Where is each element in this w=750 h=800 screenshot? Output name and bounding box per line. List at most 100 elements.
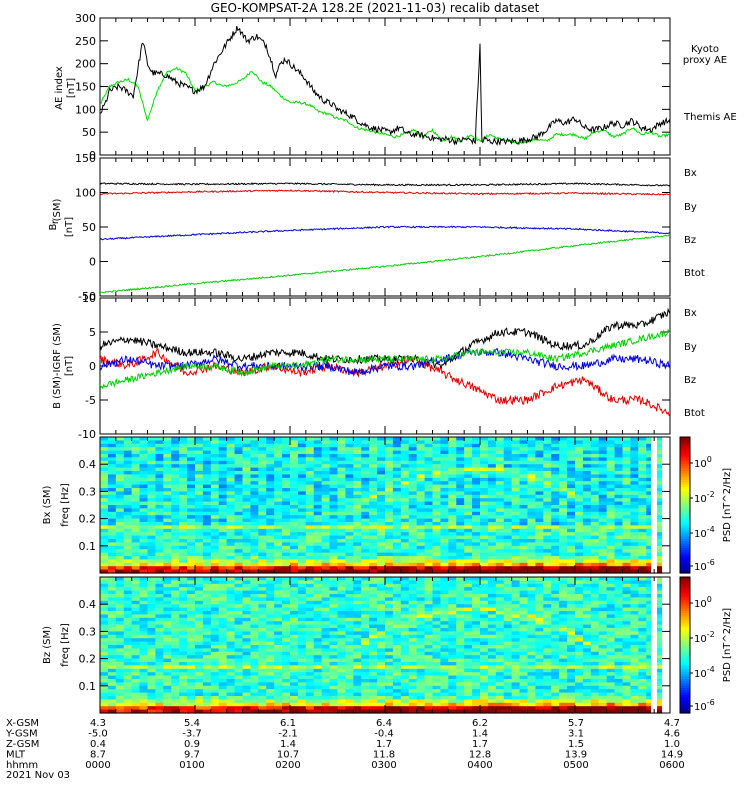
spectrogram-cell — [416, 447, 426, 452]
spectrogram-cell — [392, 477, 402, 482]
spectrogram-cell — [218, 672, 228, 677]
spectrogram-cell — [100, 641, 109, 646]
spectrogram-cell — [575, 569, 584, 574]
spectrogram-cell — [163, 645, 172, 649]
spectrogram-cell — [392, 484, 402, 489]
spectrogram-cell — [107, 696, 117, 700]
spectrogram-cell — [400, 522, 410, 526]
spectrogram-cell — [139, 655, 149, 660]
spectrogram-cell — [179, 638, 188, 643]
spectrogram-cell — [630, 535, 639, 540]
spectrogram-cell — [100, 450, 109, 455]
spectrogram-cell — [274, 454, 283, 458]
spectrogram-cell — [511, 440, 521, 445]
spectrogram-cell — [551, 488, 560, 492]
spectrogram-cell — [187, 587, 196, 592]
spectrogram-cell — [155, 467, 164, 472]
legend-kyoto-line1: Kyoto — [691, 44, 719, 55]
spectrogram-cell — [258, 621, 267, 626]
spectrogram-cell — [305, 583, 315, 588]
spectrogram-cell — [187, 617, 196, 622]
spectrogram-cell — [575, 437, 584, 441]
spectrogram-cell — [179, 658, 188, 663]
spectrogram-cell — [424, 518, 434, 523]
spectrogram-cell — [305, 545, 315, 550]
spectrogram-cell — [392, 665, 402, 670]
spectrogram-cell — [575, 440, 584, 445]
spectrogram-cell — [242, 460, 252, 465]
spectrogram-cell — [416, 528, 426, 533]
colorbar-cell — [680, 491, 690, 495]
spectrogram-cell — [345, 672, 354, 677]
spectrogram-cell — [392, 474, 402, 479]
spectrogram-cell — [147, 611, 157, 615]
spectrogram-cell — [329, 668, 339, 673]
spectrogram-cell — [369, 662, 378, 666]
spectrogram-cell — [131, 607, 141, 612]
spectrogram-cell — [440, 447, 449, 452]
spectrogram-cell — [487, 501, 497, 506]
spectrogram-cell — [115, 491, 125, 496]
spectrogram-cell — [416, 614, 426, 619]
spectrogram-cell — [416, 580, 426, 585]
spectrogram-cell — [353, 457, 362, 462]
spectrogram-cell — [321, 668, 331, 673]
spectrogram-cell — [424, 481, 434, 486]
spectrogram-cell — [400, 648, 410, 653]
spectrogram-cell — [171, 440, 180, 445]
spectrogram-cell — [171, 587, 180, 592]
colorbar-cell — [680, 566, 690, 570]
spectrogram-cell — [226, 668, 236, 673]
spectrogram-cell — [646, 501, 655, 506]
spectrogram-cell — [432, 484, 442, 489]
spectrogram-cell — [662, 464, 671, 469]
spectrogram-cell — [131, 651, 141, 656]
spectrogram-cell — [147, 607, 157, 612]
spectrogram-cell — [242, 481, 252, 486]
spectrogram-cell — [313, 709, 323, 714]
spectrogram-cell — [567, 518, 576, 523]
spectrogram-cell — [353, 477, 362, 482]
spectrogram-cell — [115, 604, 125, 609]
spectrogram-cell — [456, 491, 465, 496]
spectrogram-cell — [440, 505, 449, 509]
spectrogram-cell — [187, 522, 196, 526]
spectrogram-cell — [345, 464, 354, 469]
spectrogram-cell — [392, 450, 402, 455]
spectrogram-cell — [329, 511, 339, 516]
spectrogram-cell — [511, 518, 521, 523]
spectrogram-cell — [123, 614, 133, 619]
spectrogram-cell — [598, 525, 608, 530]
spectrogram-cell — [345, 491, 354, 496]
spectrogram-cell — [115, 706, 125, 711]
spectrogram-cell — [321, 566, 331, 571]
spectrogram-cell — [408, 614, 418, 619]
spectrogram-cell — [202, 477, 212, 482]
spectrogram-cell — [503, 457, 513, 462]
spectrogram-cell — [210, 577, 220, 581]
spectrogram-cell — [266, 477, 275, 482]
spectrogram-cell — [495, 559, 505, 564]
spectrogram-cell — [187, 443, 196, 448]
spectrogram-cell — [274, 594, 283, 598]
spectrogram-cell — [250, 552, 259, 557]
spectrogram-cell — [551, 440, 560, 445]
spectrogram-cell — [171, 597, 180, 602]
spectrogram-cell — [353, 562, 362, 567]
spectrogram-cell — [654, 532, 663, 537]
spectrogram-cell — [361, 624, 370, 629]
spectrogram-cell — [234, 535, 244, 540]
spectrogram-cell — [511, 511, 521, 516]
spectrogram-cell — [535, 498, 544, 503]
spectrogram-cell — [337, 651, 347, 656]
spectrogram-cell — [559, 525, 568, 530]
spectrogram-cell — [377, 702, 386, 707]
spectrogram-cell — [638, 552, 647, 557]
spectrogram-cell — [305, 440, 315, 445]
colorbar-cell — [680, 455, 690, 458]
spectrogram-cell — [361, 662, 370, 666]
spectrogram-cell — [606, 566, 616, 571]
spectrogram-cell — [487, 566, 497, 571]
spectrogram-cell — [598, 477, 608, 482]
spectrogram-cell — [416, 641, 426, 646]
